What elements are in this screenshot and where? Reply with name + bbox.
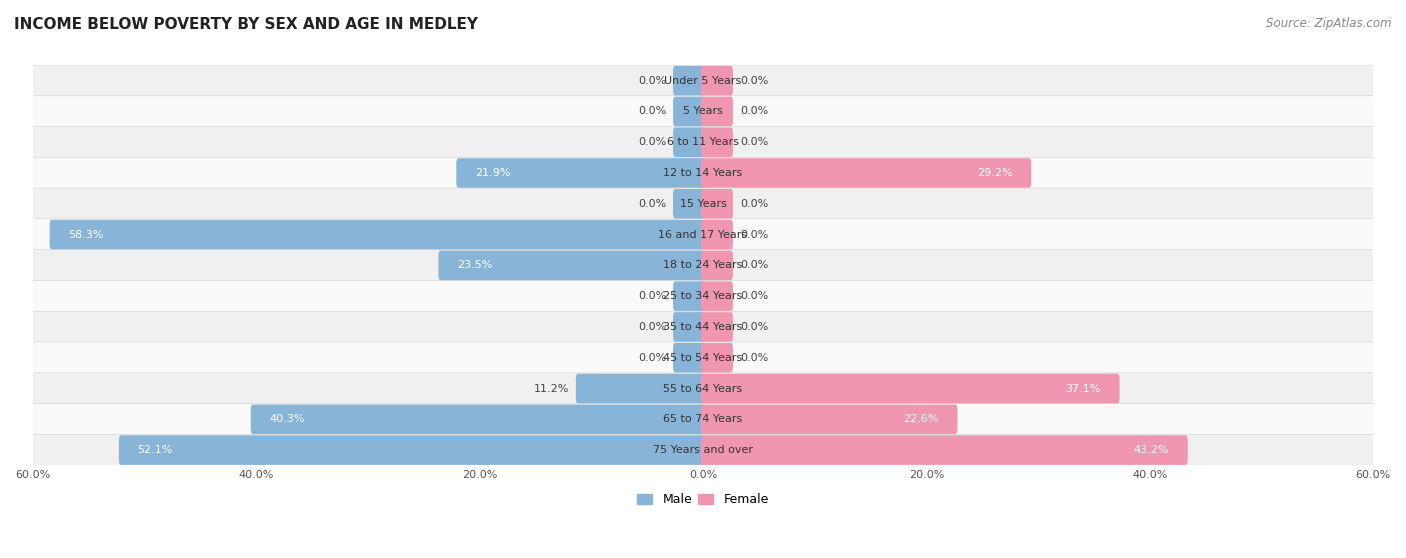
FancyBboxPatch shape <box>32 157 1374 189</box>
Text: 0.0%: 0.0% <box>740 137 768 147</box>
FancyBboxPatch shape <box>673 189 704 219</box>
Text: Source: ZipAtlas.com: Source: ZipAtlas.com <box>1267 17 1392 30</box>
Text: 0.0%: 0.0% <box>740 322 768 332</box>
FancyBboxPatch shape <box>702 435 1188 465</box>
Text: 25 to 34 Years: 25 to 34 Years <box>664 291 742 301</box>
Text: 75 Years and over: 75 Years and over <box>652 445 754 455</box>
Text: 0.0%: 0.0% <box>638 137 666 147</box>
FancyBboxPatch shape <box>32 96 1374 127</box>
FancyBboxPatch shape <box>576 374 704 403</box>
Text: 5 Years: 5 Years <box>683 107 723 117</box>
FancyBboxPatch shape <box>120 435 704 465</box>
Text: 65 to 74 Years: 65 to 74 Years <box>664 414 742 424</box>
Text: 58.3%: 58.3% <box>69 229 104 239</box>
Text: 55 to 64 Years: 55 to 64 Years <box>664 383 742 393</box>
Text: 0.0%: 0.0% <box>740 229 768 239</box>
Legend: Male, Female: Male, Female <box>633 488 773 511</box>
FancyBboxPatch shape <box>673 97 704 126</box>
FancyBboxPatch shape <box>702 158 1031 187</box>
Text: 0.0%: 0.0% <box>740 76 768 85</box>
FancyBboxPatch shape <box>32 342 1374 373</box>
FancyBboxPatch shape <box>702 281 733 311</box>
Text: 11.2%: 11.2% <box>533 383 569 393</box>
Text: 22.6%: 22.6% <box>903 414 939 424</box>
FancyBboxPatch shape <box>673 312 704 341</box>
FancyBboxPatch shape <box>702 312 733 341</box>
Text: 12 to 14 Years: 12 to 14 Years <box>664 168 742 178</box>
FancyBboxPatch shape <box>32 65 1374 97</box>
FancyBboxPatch shape <box>702 405 957 434</box>
Text: 0.0%: 0.0% <box>740 199 768 209</box>
Text: 45 to 54 Years: 45 to 54 Years <box>664 353 742 363</box>
FancyBboxPatch shape <box>702 127 733 157</box>
FancyBboxPatch shape <box>702 374 1119 403</box>
FancyBboxPatch shape <box>32 434 1374 466</box>
FancyBboxPatch shape <box>702 97 733 126</box>
FancyBboxPatch shape <box>673 127 704 157</box>
Text: 52.1%: 52.1% <box>138 445 173 455</box>
Text: 0.0%: 0.0% <box>638 76 666 85</box>
FancyBboxPatch shape <box>457 158 704 187</box>
FancyBboxPatch shape <box>32 188 1374 219</box>
Text: 0.0%: 0.0% <box>638 322 666 332</box>
Text: 37.1%: 37.1% <box>1066 383 1101 393</box>
FancyBboxPatch shape <box>32 219 1374 251</box>
Text: 16 and 17 Years: 16 and 17 Years <box>658 229 748 239</box>
FancyBboxPatch shape <box>673 281 704 311</box>
FancyBboxPatch shape <box>702 251 733 280</box>
FancyBboxPatch shape <box>32 403 1374 435</box>
Text: 0.0%: 0.0% <box>638 107 666 117</box>
Text: 0.0%: 0.0% <box>638 291 666 301</box>
Text: 23.5%: 23.5% <box>457 261 492 271</box>
Text: 29.2%: 29.2% <box>977 168 1012 178</box>
FancyBboxPatch shape <box>32 311 1374 343</box>
FancyBboxPatch shape <box>702 66 733 95</box>
Text: 0.0%: 0.0% <box>638 199 666 209</box>
FancyBboxPatch shape <box>702 220 733 249</box>
Text: 18 to 24 Years: 18 to 24 Years <box>664 261 742 271</box>
FancyBboxPatch shape <box>439 251 704 280</box>
Text: 0.0%: 0.0% <box>740 353 768 363</box>
FancyBboxPatch shape <box>250 405 704 434</box>
Text: 0.0%: 0.0% <box>740 261 768 271</box>
FancyBboxPatch shape <box>673 343 704 373</box>
Text: 21.9%: 21.9% <box>475 168 510 178</box>
Text: 6 to 11 Years: 6 to 11 Years <box>666 137 740 147</box>
Text: 43.2%: 43.2% <box>1133 445 1168 455</box>
Text: 0.0%: 0.0% <box>740 291 768 301</box>
Text: INCOME BELOW POVERTY BY SEX AND AGE IN MEDLEY: INCOME BELOW POVERTY BY SEX AND AGE IN M… <box>14 17 478 32</box>
FancyBboxPatch shape <box>32 127 1374 158</box>
FancyBboxPatch shape <box>32 373 1374 404</box>
FancyBboxPatch shape <box>32 249 1374 281</box>
FancyBboxPatch shape <box>673 66 704 95</box>
Text: 40.3%: 40.3% <box>270 414 305 424</box>
FancyBboxPatch shape <box>702 189 733 219</box>
Text: 0.0%: 0.0% <box>638 353 666 363</box>
FancyBboxPatch shape <box>49 220 704 249</box>
FancyBboxPatch shape <box>32 281 1374 312</box>
Text: 35 to 44 Years: 35 to 44 Years <box>664 322 742 332</box>
Text: 0.0%: 0.0% <box>740 107 768 117</box>
FancyBboxPatch shape <box>702 343 733 373</box>
Text: Under 5 Years: Under 5 Years <box>665 76 741 85</box>
Text: 15 Years: 15 Years <box>679 199 727 209</box>
